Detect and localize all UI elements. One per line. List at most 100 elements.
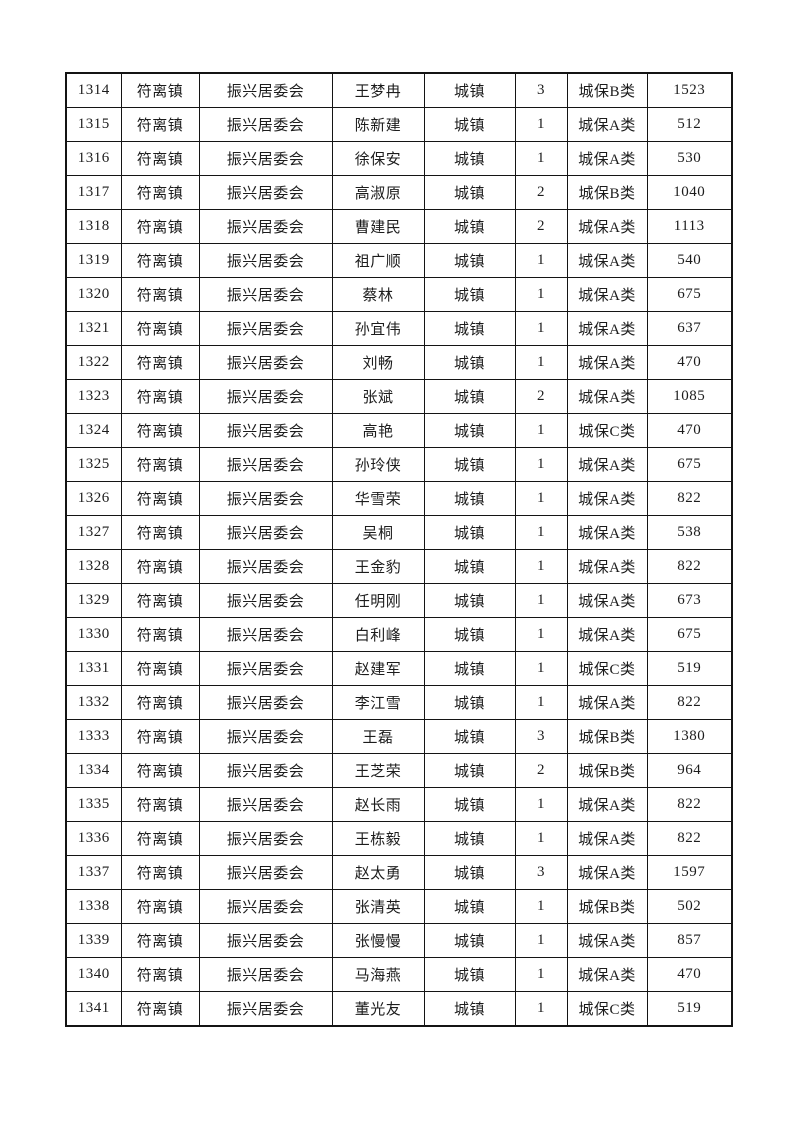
cell-amount: 1380	[646, 719, 733, 754]
cell-sequence-number: 1335	[65, 787, 122, 822]
table-body: 1314 符离镇 振兴居委会 王梦冉 城镇 3 城保B类 1523 1315 符…	[65, 72, 733, 1027]
cell-committee: 振兴居委会	[198, 719, 333, 754]
cell-sequence-number: 1328	[65, 549, 122, 584]
cell-person-count: 1	[514, 821, 568, 856]
cell-town: 符离镇	[120, 957, 200, 992]
cell-person-count: 3	[514, 719, 568, 754]
cell-residence-type: 城镇	[423, 72, 516, 108]
cell-committee: 振兴居委会	[198, 753, 333, 788]
cell-committee: 振兴居委会	[198, 685, 333, 720]
cell-person-name: 吴桐	[331, 515, 425, 550]
table-row: 1337 符离镇 振兴居委会 赵太勇 城镇 3 城保A类 1597	[65, 855, 733, 890]
cell-person-name: 高艳	[331, 413, 425, 448]
cell-sequence-number: 1325	[65, 447, 122, 482]
cell-town: 符离镇	[120, 141, 200, 176]
cell-committee: 振兴居委会	[198, 277, 333, 312]
cell-town: 符离镇	[120, 413, 200, 448]
cell-amount: 519	[646, 991, 733, 1027]
cell-residence-type: 城镇	[423, 685, 516, 720]
cell-town: 符离镇	[120, 379, 200, 414]
cell-amount: 502	[646, 889, 733, 924]
cell-sequence-number: 1340	[65, 957, 122, 992]
cell-person-name: 高淑原	[331, 175, 425, 210]
cell-residence-type: 城镇	[423, 617, 516, 652]
cell-residence-type: 城镇	[423, 855, 516, 890]
cell-person-name: 孙宜伟	[331, 311, 425, 346]
cell-committee: 振兴居委会	[198, 651, 333, 686]
cell-sequence-number: 1317	[65, 175, 122, 210]
cell-residence-type: 城镇	[423, 787, 516, 822]
cell-amount: 540	[646, 243, 733, 278]
cell-sequence-number: 1322	[65, 345, 122, 380]
cell-person-name: 李江雪	[331, 685, 425, 720]
cell-town: 符离镇	[120, 583, 200, 618]
cell-residence-type: 城镇	[423, 583, 516, 618]
cell-subsidy-category: 城保A类	[566, 787, 648, 822]
table-row: 1329 符离镇 振兴居委会 任明刚 城镇 1 城保A类 673	[65, 583, 733, 618]
cell-person-name: 王金豹	[331, 549, 425, 584]
cell-person-name: 陈新建	[331, 107, 425, 142]
cell-person-name: 曹建民	[331, 209, 425, 244]
cell-person-name: 白利峰	[331, 617, 425, 652]
table-row: 1325 符离镇 振兴居委会 孙玲侠 城镇 1 城保A类 675	[65, 447, 733, 482]
cell-person-count: 1	[514, 583, 568, 618]
cell-person-count: 1	[514, 685, 568, 720]
cell-person-count: 1	[514, 141, 568, 176]
cell-residence-type: 城镇	[423, 345, 516, 380]
cell-amount: 512	[646, 107, 733, 142]
table-row: 1341 符离镇 振兴居委会 董光友 城镇 1 城保C类 519	[65, 991, 733, 1027]
cell-sequence-number: 1334	[65, 753, 122, 788]
cell-committee: 振兴居委会	[198, 379, 333, 414]
cell-sequence-number: 1315	[65, 107, 122, 142]
cell-town: 符离镇	[120, 685, 200, 720]
cell-amount: 1040	[646, 175, 733, 210]
cell-subsidy-category: 城保A类	[566, 583, 648, 618]
cell-person-name: 张清英	[331, 889, 425, 924]
table-row: 1316 符离镇 振兴居委会 徐保安 城镇 1 城保A类 530	[65, 141, 733, 176]
cell-town: 符离镇	[120, 855, 200, 890]
cell-committee: 振兴居委会	[198, 889, 333, 924]
cell-town: 符离镇	[120, 617, 200, 652]
table-row: 1315 符离镇 振兴居委会 陈新建 城镇 1 城保A类 512	[65, 107, 733, 142]
cell-sequence-number: 1337	[65, 855, 122, 890]
cell-town: 符离镇	[120, 889, 200, 924]
cell-person-name: 王磊	[331, 719, 425, 754]
cell-subsidy-category: 城保A类	[566, 685, 648, 720]
cell-residence-type: 城镇	[423, 957, 516, 992]
table-row: 1336 符离镇 振兴居委会 王栋毅 城镇 1 城保A类 822	[65, 821, 733, 856]
cell-subsidy-category: 城保A类	[566, 617, 648, 652]
table-row: 1335 符离镇 振兴居委会 赵长雨 城镇 1 城保A类 822	[65, 787, 733, 822]
cell-committee: 振兴居委会	[198, 787, 333, 822]
table-row: 1324 符离镇 振兴居委会 高艳 城镇 1 城保C类 470	[65, 413, 733, 448]
cell-subsidy-category: 城保C类	[566, 413, 648, 448]
cell-person-count: 2	[514, 209, 568, 244]
cell-town: 符离镇	[120, 515, 200, 550]
cell-amount: 470	[646, 413, 733, 448]
cell-amount: 1523	[646, 72, 733, 108]
cell-person-name: 蔡林	[331, 277, 425, 312]
cell-subsidy-category: 城保C类	[566, 991, 648, 1027]
cell-residence-type: 城镇	[423, 719, 516, 754]
cell-sequence-number: 1331	[65, 651, 122, 686]
cell-amount: 1085	[646, 379, 733, 414]
table-row: 1322 符离镇 振兴居委会 刘畅 城镇 1 城保A类 470	[65, 345, 733, 380]
cell-person-name: 赵长雨	[331, 787, 425, 822]
cell-town: 符离镇	[120, 549, 200, 584]
table-row: 1317 符离镇 振兴居委会 高淑原 城镇 2 城保B类 1040	[65, 175, 733, 210]
cell-person-name: 王栋毅	[331, 821, 425, 856]
cell-sequence-number: 1332	[65, 685, 122, 720]
cell-sequence-number: 1324	[65, 413, 122, 448]
cell-committee: 振兴居委会	[198, 311, 333, 346]
cell-person-count: 1	[514, 311, 568, 346]
cell-sequence-number: 1323	[65, 379, 122, 414]
cell-committee: 振兴居委会	[198, 549, 333, 584]
cell-person-count: 3	[514, 855, 568, 890]
cell-person-count: 1	[514, 787, 568, 822]
cell-amount: 822	[646, 787, 733, 822]
cell-subsidy-category: 城保A类	[566, 141, 648, 176]
cell-town: 符离镇	[120, 651, 200, 686]
cell-subsidy-category: 城保A类	[566, 855, 648, 890]
cell-residence-type: 城镇	[423, 379, 516, 414]
cell-committee: 振兴居委会	[198, 141, 333, 176]
cell-residence-type: 城镇	[423, 515, 516, 550]
